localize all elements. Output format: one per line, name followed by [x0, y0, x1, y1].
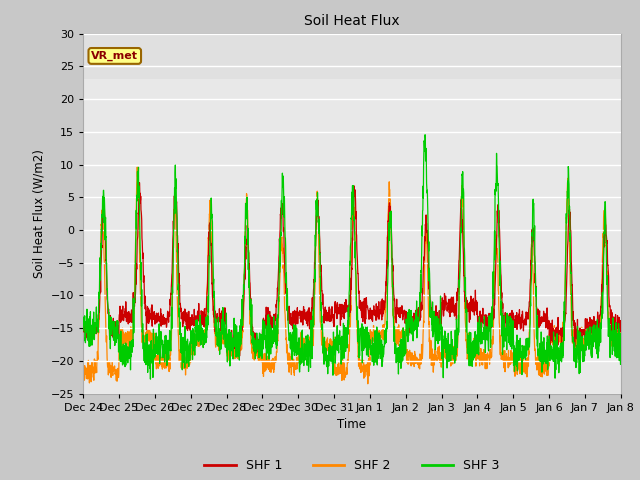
Title: Soil Heat Flux: Soil Heat Flux — [304, 14, 400, 28]
X-axis label: Time: Time — [337, 418, 367, 431]
Y-axis label: Soil Heat Flux (W/m2): Soil Heat Flux (W/m2) — [32, 149, 45, 278]
Bar — [83, 34, 621, 79]
Bar — [83, 79, 621, 394]
Legend: SHF 1, SHF 2, SHF 3: SHF 1, SHF 2, SHF 3 — [199, 455, 505, 477]
Text: VR_met: VR_met — [92, 51, 138, 61]
